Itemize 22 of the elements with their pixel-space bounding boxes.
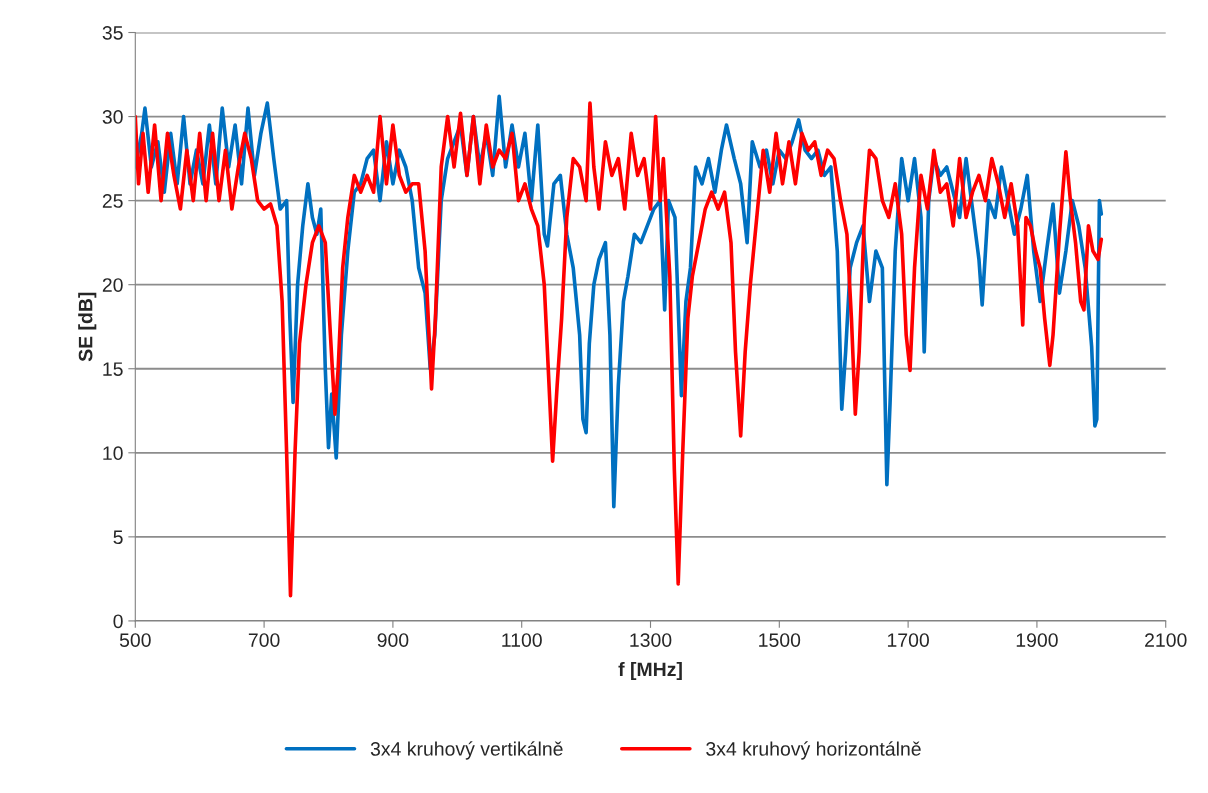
y-tick-label: 35	[102, 25, 123, 40]
x-tick-label: 1100	[502, 633, 542, 648]
x-tick-label: 1700	[887, 633, 929, 648]
x-tick-label: 500	[119, 633, 151, 648]
line-series	[135, 101, 1104, 598]
x-tick-label: 2100	[1145, 633, 1187, 648]
x-tick-label: 1500	[759, 633, 801, 648]
y-axis-title: SE [dB]	[78, 292, 97, 362]
y-tick-label: 30	[102, 110, 123, 124]
x-tick-label: 700	[248, 633, 280, 648]
y-tick-label: 15	[103, 362, 123, 376]
legend-label: 3x4 kruhový vertikálně	[370, 741, 563, 760]
y-tick-label: 0	[113, 614, 123, 629]
y-tick-label: 5	[113, 530, 123, 545]
y-tick-label: 10	[103, 446, 123, 461]
x-tick-label: 900	[377, 633, 409, 648]
y-tick-label: 25	[102, 194, 123, 208]
x-tick-label: 1300	[630, 633, 672, 648]
legend-label: 3x4 kruhový horizontálně	[706, 741, 921, 760]
y-tick-label: 20	[102, 278, 123, 292]
x-axis-title: f [MHz]	[618, 661, 682, 681]
x-tick-label: 1900	[1016, 633, 1058, 648]
